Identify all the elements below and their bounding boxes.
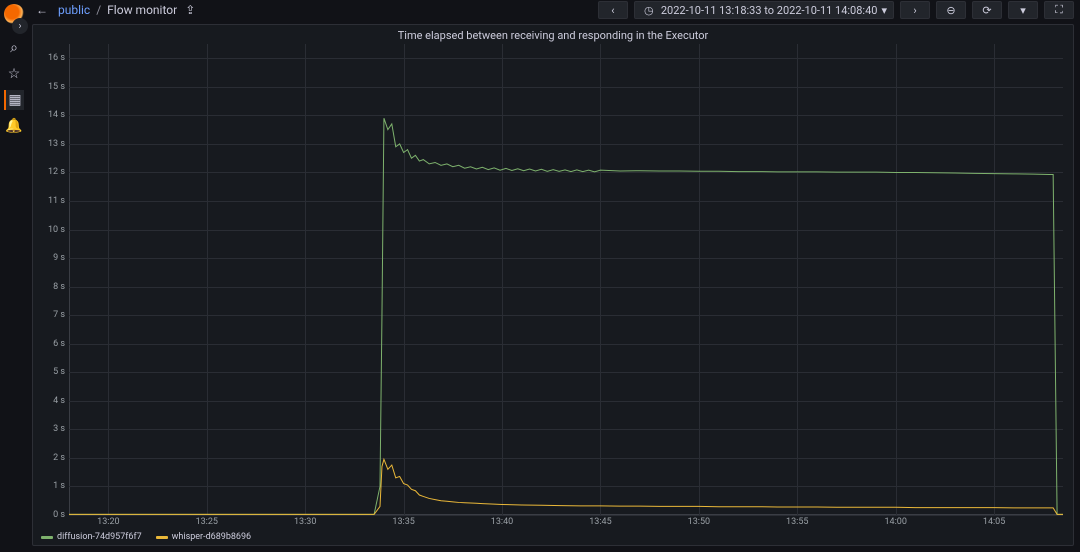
star-icon[interactable]: ☆ <box>4 64 24 84</box>
refresh-interval-button[interactable]: ▾ <box>1008 1 1038 19</box>
y-tick-label: 15 s <box>48 82 65 92</box>
y-tick-label: 6 s <box>53 339 65 349</box>
sidebar-expand-button[interactable]: › <box>12 18 28 34</box>
time-next-button[interactable]: › <box>900 1 930 19</box>
y-tick-label: 8 s <box>53 282 65 292</box>
legend-swatch <box>41 536 53 539</box>
breadcrumb-folder[interactable]: public <box>58 3 90 17</box>
panel: Time elapsed between receiving and respo… <box>32 24 1074 546</box>
x-tick-label: 14:00 <box>884 517 906 527</box>
series-svg <box>69 44 1063 515</box>
series-diffusion-74d957f6f7[interactable] <box>69 118 1063 514</box>
x-tick-label: 13:30 <box>294 517 316 527</box>
legend-label: diffusion-74d957f6f7 <box>57 532 142 542</box>
zoom-out-button[interactable]: ⊖ <box>936 1 966 19</box>
breadcrumb-sep: / <box>96 3 101 17</box>
x-tick-label: 13:45 <box>589 517 611 527</box>
chevron-down-icon: ▾ <box>881 4 887 17</box>
series-whisper-d689b8696[interactable] <box>69 459 1063 514</box>
x-tick-label: 13:20 <box>97 517 119 527</box>
breadcrumb: public / Flow monitor <box>58 3 177 17</box>
dashboards-icon[interactable]: ▦ <box>4 90 24 110</box>
refresh-button[interactable]: ⟳ <box>972 1 1002 19</box>
legend-swatch <box>156 536 168 539</box>
y-tick-label: 12 s <box>48 167 65 177</box>
chevron-left-icon: ‹ <box>605 2 621 18</box>
y-tick-label: 2 s <box>53 453 65 463</box>
panel-title[interactable]: Time elapsed between receiving and respo… <box>33 25 1073 44</box>
time-range-text: 2022-10-11 13:18:33 to 2022-10-11 14:08:… <box>661 4 878 17</box>
y-tick-label: 10 s <box>48 225 65 235</box>
y-tick-label: 13 s <box>48 139 65 149</box>
legend-item[interactable]: whisper-d689b8696 <box>156 532 251 542</box>
y-tick-label: 7 s <box>53 310 65 320</box>
x-tick-label: 13:25 <box>196 517 218 527</box>
y-tick-label: 9 s <box>53 253 65 263</box>
y-tick-label: 1 s <box>53 481 65 491</box>
x-tick-label: 13:40 <box>491 517 513 527</box>
topbar-right: ‹ ◷ 2022-10-11 13:18:33 to 2022-10-11 14… <box>598 1 1074 19</box>
y-tick-label: 3 s <box>53 424 65 434</box>
zoom-out-icon: ⊖ <box>943 2 959 18</box>
y-tick-label: 16 s <box>48 53 65 63</box>
legend-label: whisper-d689b8696 <box>172 532 251 542</box>
topbar: ← public / Flow monitor ⇪ ‹ ◷ 2022-10-11… <box>28 0 1080 20</box>
x-tick-label: 13:50 <box>688 517 710 527</box>
x-tick-label: 13:35 <box>392 517 414 527</box>
chart[interactable]: 0 s1 s2 s3 s4 s5 s6 s7 s8 s9 s10 s11 s12… <box>33 44 1073 515</box>
share-icon[interactable]: ⇪ <box>185 3 195 17</box>
clock-icon: ◷ <box>641 2 657 18</box>
alerting-icon[interactable]: 🔔 <box>4 116 24 136</box>
tv-icon: ⛶ <box>1051 2 1067 18</box>
legend-item[interactable]: diffusion-74d957f6f7 <box>41 532 142 542</box>
y-tick-label: 4 s <box>53 396 65 406</box>
x-tick-label: 14:05 <box>983 517 1005 527</box>
back-button[interactable]: ← <box>34 2 50 18</box>
time-range-picker[interactable]: ◷ 2022-10-11 13:18:33 to 2022-10-11 14:0… <box>634 1 894 19</box>
x-tick-label: 13:55 <box>786 517 808 527</box>
legend: diffusion-74d957f6f7 whisper-d689b8696 <box>33 529 1073 545</box>
chevron-right-icon: › <box>907 2 923 18</box>
time-prev-button[interactable]: ‹ <box>598 1 628 19</box>
breadcrumb-dashboard[interactable]: Flow monitor <box>107 3 177 17</box>
y-axis: 0 s1 s2 s3 s4 s5 s6 s7 s8 s9 s10 s11 s12… <box>33 44 69 515</box>
y-tick-label: 0 s <box>53 510 65 520</box>
y-tick-label: 14 s <box>48 110 65 120</box>
x-axis: 13:20 13:25 13:30 13:35 13:40 13:45 13:50 13:55… <box>69 515 1063 529</box>
y-tick-label: 11 s <box>48 196 65 206</box>
search-icon[interactable]: ⌕ <box>4 38 24 58</box>
chevron-down-icon: ▾ <box>1015 2 1031 18</box>
plot-area[interactable] <box>69 44 1063 515</box>
refresh-icon: ⟳ <box>979 2 995 18</box>
y-tick-label: 5 s <box>53 367 65 377</box>
sidebar: › ⌕ ☆ ▦ 🔔 <box>0 0 28 552</box>
tv-mode-button[interactable]: ⛶ <box>1044 1 1074 19</box>
